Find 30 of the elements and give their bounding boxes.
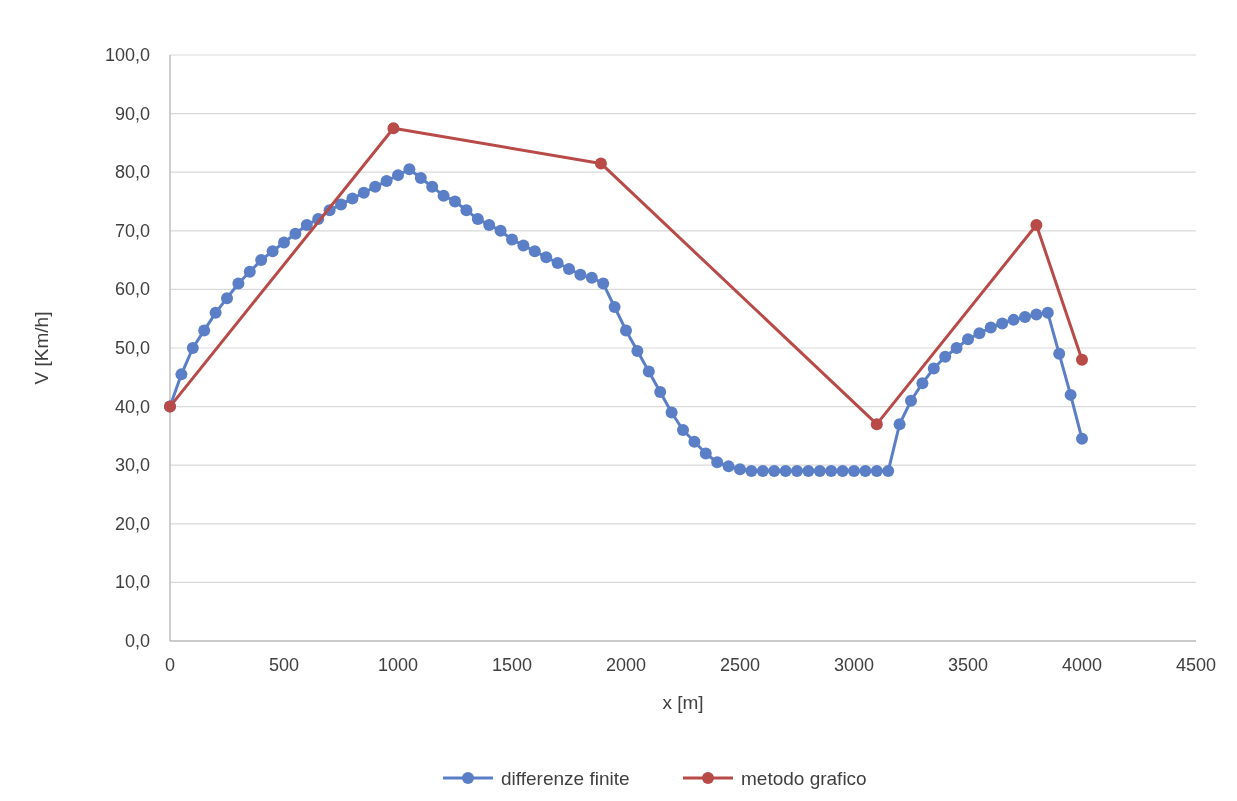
point	[1076, 353, 1088, 366]
x-tick-label: 1000	[377, 655, 419, 675]
x-tick-label: 500	[268, 655, 300, 675]
x-axis-title: x [m]	[662, 692, 704, 713]
legend-label: differenze finite	[501, 768, 630, 789]
y-tick-label: 40,0	[114, 396, 150, 417]
y-tick-label: 60,0	[114, 279, 150, 300]
y-tick-label: 30,0	[114, 455, 150, 476]
y-tick-label: 20,0	[114, 513, 150, 534]
point	[870, 418, 883, 431]
x-tick-label: 3000	[833, 655, 875, 675]
x-tick-label: 1500	[491, 655, 533, 675]
point	[387, 122, 400, 135]
x-tick-label: 4500	[1175, 655, 1217, 675]
x-tick-label: 3500	[947, 655, 989, 675]
y-tick-label: 50,0	[114, 338, 150, 358]
point	[594, 157, 607, 170]
y-tick-label: 80,0	[114, 162, 150, 183]
y-axis-title: V [Km/h]	[31, 311, 52, 385]
x-tick-label: 2500	[719, 655, 761, 675]
x-tick-label: 0	[164, 655, 176, 675]
y-tick-label: 90,0	[114, 103, 150, 124]
x-tick-label: 2000	[605, 655, 647, 675]
y-tick-label: 0,0	[124, 631, 150, 651]
y-tick-label: 100,0	[104, 45, 150, 65]
y-tick-label: 70,0	[114, 220, 150, 241]
x-tick-label: 4000	[1061, 655, 1103, 675]
point	[1030, 218, 1043, 231]
y-tick-label: 10,0	[114, 572, 150, 593]
legend-label: metodo grafico	[741, 768, 867, 789]
